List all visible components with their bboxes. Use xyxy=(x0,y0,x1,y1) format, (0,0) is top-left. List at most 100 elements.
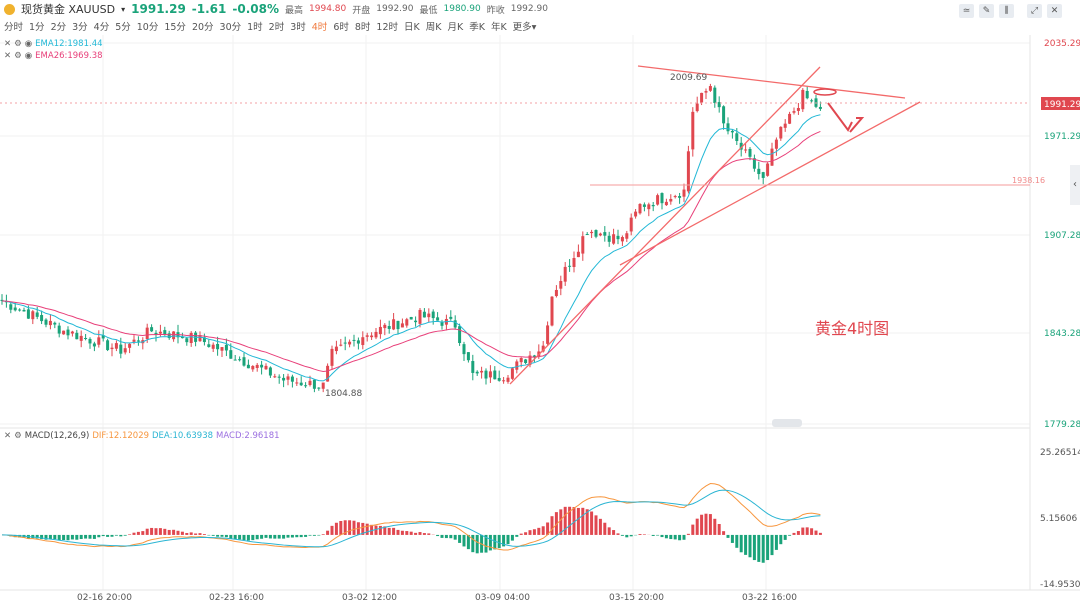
candle-type-icon[interactable]: ⫼ xyxy=(999,4,1014,18)
candle xyxy=(796,108,800,111)
eye-icon[interactable]: ◉ xyxy=(24,51,33,61)
eye-icon[interactable]: ◉ xyxy=(24,39,33,49)
candle xyxy=(62,330,66,335)
time-axis-label: 03-02 12:00 xyxy=(342,593,397,602)
macd-bar xyxy=(585,509,589,535)
macd-bar xyxy=(158,528,162,535)
macd-bar xyxy=(79,534,83,540)
chevron-down-icon[interactable]: ▾ xyxy=(121,4,126,14)
gear-icon[interactable]: ⚙ xyxy=(14,39,22,49)
candle xyxy=(242,357,246,366)
prev-close-label: 昨收 xyxy=(486,5,505,16)
timeframe-6[interactable]: 10分 xyxy=(136,22,159,33)
candle xyxy=(141,340,145,344)
candle xyxy=(101,335,105,339)
macd-bar xyxy=(735,534,739,548)
indicator-icon[interactable]: ≃ xyxy=(959,4,974,18)
macd-bar xyxy=(730,534,734,543)
macd-bar xyxy=(642,534,646,535)
timeframe-21[interactable]: 年K xyxy=(490,22,507,33)
candle xyxy=(268,367,272,376)
macd-bar xyxy=(400,530,404,535)
candle xyxy=(114,343,118,349)
macd-title: MACD(12,26,9) xyxy=(24,431,90,441)
candle xyxy=(321,382,325,389)
macd-bar xyxy=(713,518,717,535)
candle xyxy=(427,313,431,318)
macd-bar xyxy=(383,526,387,535)
macd-bar xyxy=(598,518,602,535)
timeframe-12[interactable]: 3时 xyxy=(290,22,306,33)
timeframe-3[interactable]: 3分 xyxy=(72,22,88,33)
close-icon[interactable]: ✕ xyxy=(4,51,12,61)
gear-icon[interactable]: ⚙ xyxy=(14,51,22,61)
gear-icon[interactable]: ⚙ xyxy=(14,431,22,441)
time-axis-label: 03-09 04:00 xyxy=(475,593,530,602)
timeframe-13[interactable]: 4时 xyxy=(311,22,328,33)
timeframe-7[interactable]: 15分 xyxy=(164,22,186,33)
candle xyxy=(616,235,620,240)
candle xyxy=(132,339,136,342)
dif-value: DIF:12.12029 xyxy=(92,431,150,441)
candle xyxy=(84,337,88,339)
candle xyxy=(330,348,334,366)
timeframe-0[interactable]: 分时 xyxy=(4,22,24,33)
macd-bar xyxy=(255,534,259,540)
macd-bar xyxy=(440,534,444,538)
macd-bar xyxy=(97,534,101,538)
timeframe-5[interactable]: 5分 xyxy=(115,22,131,33)
timeframe-18[interactable]: 周K xyxy=(425,22,442,33)
candle xyxy=(260,364,264,368)
macd-bar xyxy=(528,530,532,535)
timeframe-2[interactable]: 2分 xyxy=(50,22,67,33)
draw-pen-icon[interactable]: ✎ xyxy=(979,4,994,18)
macd-bar xyxy=(348,520,352,535)
macd-bar xyxy=(242,534,246,541)
candle xyxy=(88,338,92,344)
candle xyxy=(44,319,48,325)
timeframe-1[interactable]: 1分 xyxy=(29,22,45,33)
timeframe-9[interactable]: 30分 xyxy=(219,22,242,33)
arrow-up xyxy=(849,117,865,133)
timeframe-11[interactable]: 2时 xyxy=(268,22,285,33)
close-icon[interactable]: ✕ xyxy=(4,431,12,441)
collapse-sidebar-button[interactable]: ‹ xyxy=(1070,165,1080,205)
macd-bar xyxy=(392,527,396,535)
timeframe-15[interactable]: 8时 xyxy=(354,22,371,33)
macd-bar xyxy=(295,534,299,538)
close-icon[interactable]: ✕ xyxy=(4,39,12,49)
candle xyxy=(664,201,668,206)
timeframe-4[interactable]: 4分 xyxy=(93,22,110,33)
macd-bar xyxy=(510,534,514,541)
timeframe-10[interactable]: 1时 xyxy=(247,22,263,33)
candle xyxy=(374,331,378,338)
macd-bar xyxy=(264,534,268,538)
close-icon[interactable]: ✕ xyxy=(1047,4,1062,18)
price-change-pct: -0.08% xyxy=(232,2,280,16)
candle xyxy=(563,266,567,282)
timeframe-22[interactable]: 更多▾ xyxy=(512,22,537,33)
macd-bar xyxy=(114,534,118,536)
timeframe-14[interactable]: 6时 xyxy=(333,22,349,33)
fullscreen-icon[interactable]: ⤢ xyxy=(1027,4,1042,18)
scroll-handle[interactable] xyxy=(772,419,802,427)
macd-bar xyxy=(40,534,44,540)
timeframe-19[interactable]: 月K xyxy=(447,22,464,33)
macd-bar xyxy=(805,527,809,535)
macd-bar xyxy=(229,534,233,539)
timeframe-17[interactable]: 日K xyxy=(404,22,420,33)
candle xyxy=(656,195,660,205)
macd-bar xyxy=(150,527,154,535)
candle xyxy=(669,198,673,202)
macd-bar xyxy=(409,531,413,535)
macd-axis-label: 25.26514 xyxy=(1040,448,1080,458)
candle xyxy=(462,344,466,355)
macd-bar xyxy=(233,534,237,540)
timeframe-20[interactable]: 季K xyxy=(469,22,485,33)
candle xyxy=(638,203,642,214)
timeframe-16[interactable]: 12时 xyxy=(376,22,398,33)
candle xyxy=(299,382,303,386)
timeframe-8[interactable]: 20分 xyxy=(191,22,214,33)
symbol-selector[interactable]: 现货黄金 XAUUSD xyxy=(21,3,116,16)
